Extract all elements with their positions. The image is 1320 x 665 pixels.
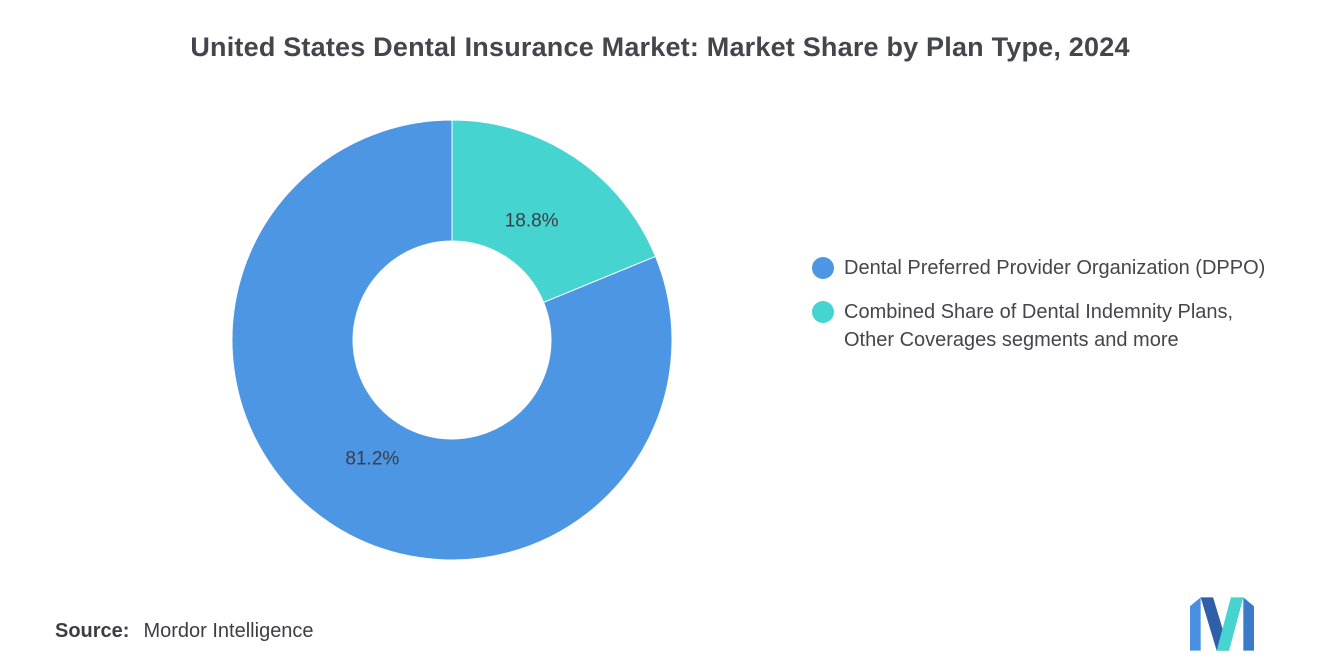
legend-label: Combined Share of Dental Indemnity Plans… xyxy=(844,301,1234,351)
donut-slice xyxy=(231,119,673,561)
donut-slice xyxy=(451,119,657,304)
slice-data-label: 18.8% xyxy=(505,211,559,232)
mordor-logo-icon xyxy=(1190,597,1254,651)
chart-legend: Dental Preferred Provider Organization (… xyxy=(812,254,1282,354)
legend-item-dppo: Dental Preferred Provider Organization (… xyxy=(812,254,1282,282)
source-value: Mordor Intelligence xyxy=(143,620,314,642)
legend-label: Dental Preferred Provider Organization (… xyxy=(844,257,1266,279)
donut-svg: 18.8% 81.2% xyxy=(231,119,673,561)
legend-item-combined-share: Combined Share of Dental Indemnity Plans… xyxy=(812,298,1282,354)
chart-title: United States Dental Insurance Market: M… xyxy=(190,32,1130,62)
mordor-intelligence-logo xyxy=(1190,595,1254,653)
legend-dot-blue-icon xyxy=(812,257,834,279)
slice-data-label: 81.2% xyxy=(345,448,399,469)
donut-chart: 18.8% 81.2% xyxy=(230,118,674,562)
legend-dot-teal-icon xyxy=(812,301,834,323)
source-label: Source: xyxy=(55,620,130,642)
source-line: Source: Mordor Intelligence xyxy=(55,620,314,643)
